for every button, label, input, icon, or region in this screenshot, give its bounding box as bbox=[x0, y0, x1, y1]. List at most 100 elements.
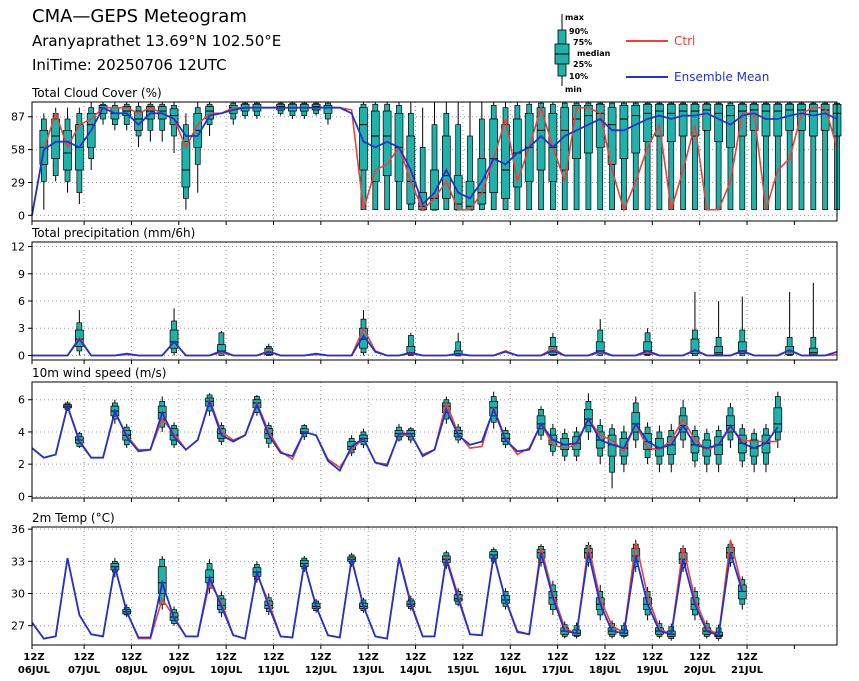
box-plot bbox=[240, 102, 250, 119]
legend-mean-label: Ensemble Mean bbox=[674, 70, 769, 84]
box-lower-tail bbox=[751, 455, 757, 465]
x-tick-label-date: 12JUL bbox=[305, 665, 338, 676]
box-upper-tail bbox=[88, 107, 95, 114]
box-lower-tail bbox=[112, 118, 118, 126]
box-upper-tail bbox=[467, 135, 473, 182]
box-lower-tail bbox=[64, 169, 71, 182]
x-tick-label-date: 08JUL bbox=[115, 665, 148, 676]
box-upper-tail bbox=[372, 103, 379, 112]
box-upper-tail bbox=[206, 563, 213, 571]
box-upper-tail bbox=[123, 426, 130, 431]
box-lower-tail bbox=[301, 110, 308, 116]
box-plot bbox=[406, 102, 416, 211]
box-plot bbox=[453, 332, 463, 357]
y-tick-label: 0 bbox=[18, 490, 25, 503]
box-iqr bbox=[761, 103, 771, 137]
box-iqr bbox=[441, 135, 451, 199]
box-lower-tail bbox=[561, 449, 568, 457]
box-plot bbox=[690, 102, 700, 211]
x-tick-label-time: 12Z bbox=[452, 652, 473, 663]
box-lower-tail bbox=[692, 452, 698, 462]
box-upper-tail bbox=[739, 329, 746, 343]
box-iqr bbox=[607, 107, 617, 165]
box-upper-tail bbox=[550, 336, 556, 347]
box-iqr bbox=[702, 103, 712, 131]
box-plot bbox=[311, 102, 321, 116]
box-plot bbox=[276, 102, 285, 116]
box-lower-tail bbox=[443, 197, 450, 211]
box-plot bbox=[169, 308, 179, 356]
box-lower-tail bbox=[123, 439, 130, 446]
box-plot bbox=[773, 391, 783, 449]
box-plot bbox=[465, 102, 475, 211]
box-plot bbox=[110, 102, 120, 131]
box-upper-tail bbox=[407, 112, 414, 137]
box-plot bbox=[252, 102, 262, 119]
box-plot bbox=[299, 102, 309, 119]
chart-title: CMA—GEPS Meteogram bbox=[32, 6, 247, 27]
y-tick-label: 87 bbox=[11, 111, 25, 124]
panel-title: Total Cloud Cover (%) bbox=[31, 86, 162, 100]
box-lower-tail bbox=[514, 186, 521, 211]
box-lower-tail bbox=[396, 180, 402, 211]
box-lower-tail bbox=[774, 431, 781, 441]
box-iqr bbox=[690, 103, 700, 137]
box-lower-tail bbox=[751, 129, 757, 211]
box-upper-tail bbox=[407, 335, 414, 347]
box-lower-tail bbox=[798, 129, 805, 211]
box-plot bbox=[288, 102, 297, 119]
box-iqr bbox=[217, 344, 226, 354]
box-plot bbox=[86, 102, 96, 170]
box-iqr bbox=[406, 346, 416, 355]
x-tick-label-date: 09JUL bbox=[163, 665, 196, 676]
box-lower-tail bbox=[123, 115, 130, 126]
x-tick-label-date: 10JUL bbox=[210, 665, 243, 676]
legend-label-25: 25% bbox=[573, 60, 592, 69]
box-plot bbox=[157, 102, 167, 142]
box-upper-tail bbox=[348, 438, 355, 442]
box-lower-tail bbox=[502, 197, 509, 211]
box-upper-tail bbox=[715, 429, 722, 438]
box-upper-tail bbox=[455, 341, 462, 352]
box-lower-tail bbox=[573, 158, 580, 211]
box-lower-tail bbox=[147, 118, 154, 131]
x-tick-label-date: 13JUL bbox=[352, 665, 385, 676]
y-tick-label: 4 bbox=[18, 426, 25, 439]
box-lower-tail bbox=[810, 135, 817, 211]
box-plot bbox=[406, 332, 416, 356]
box-plot bbox=[631, 102, 641, 211]
box-upper-tail bbox=[538, 409, 544, 417]
box-iqr bbox=[584, 105, 593, 154]
box-plot bbox=[666, 102, 676, 211]
panel-title: 2m Temp (°C) bbox=[32, 511, 115, 525]
box-iqr bbox=[690, 338, 700, 354]
box-lower-tail bbox=[774, 135, 781, 211]
box-iqr bbox=[678, 103, 688, 137]
box-lower-tail bbox=[786, 129, 793, 211]
box-upper-tail bbox=[585, 400, 592, 410]
box-upper-tail bbox=[301, 425, 308, 430]
box-upper-tail bbox=[40, 118, 47, 131]
panel-frame bbox=[31, 101, 838, 222]
x-tick-label-time: 12Z bbox=[23, 652, 44, 663]
y-tick-label: 36 bbox=[11, 523, 25, 536]
box-iqr bbox=[181, 141, 191, 188]
box-upper-tail bbox=[64, 118, 71, 131]
box-plot bbox=[560, 102, 570, 211]
panel-title: Total precipitation (mm/6h) bbox=[31, 226, 195, 240]
ctrl-line bbox=[31, 397, 778, 469]
box-upper-tail bbox=[384, 103, 390, 112]
box-plot bbox=[607, 423, 617, 489]
legend-label-min: min bbox=[565, 85, 582, 94]
x-tick-label-time: 12Z bbox=[500, 652, 521, 663]
box-lower-tail bbox=[254, 110, 260, 116]
y-tick-label: 29 bbox=[11, 176, 25, 189]
box-lower-tail bbox=[727, 431, 734, 441]
box-lower-tail bbox=[171, 439, 177, 446]
box-iqr bbox=[359, 107, 368, 171]
box-upper-tail bbox=[810, 336, 817, 349]
box-iqr bbox=[820, 103, 830, 131]
box-upper-tail bbox=[455, 124, 462, 177]
box-lower-tail bbox=[632, 431, 639, 441]
